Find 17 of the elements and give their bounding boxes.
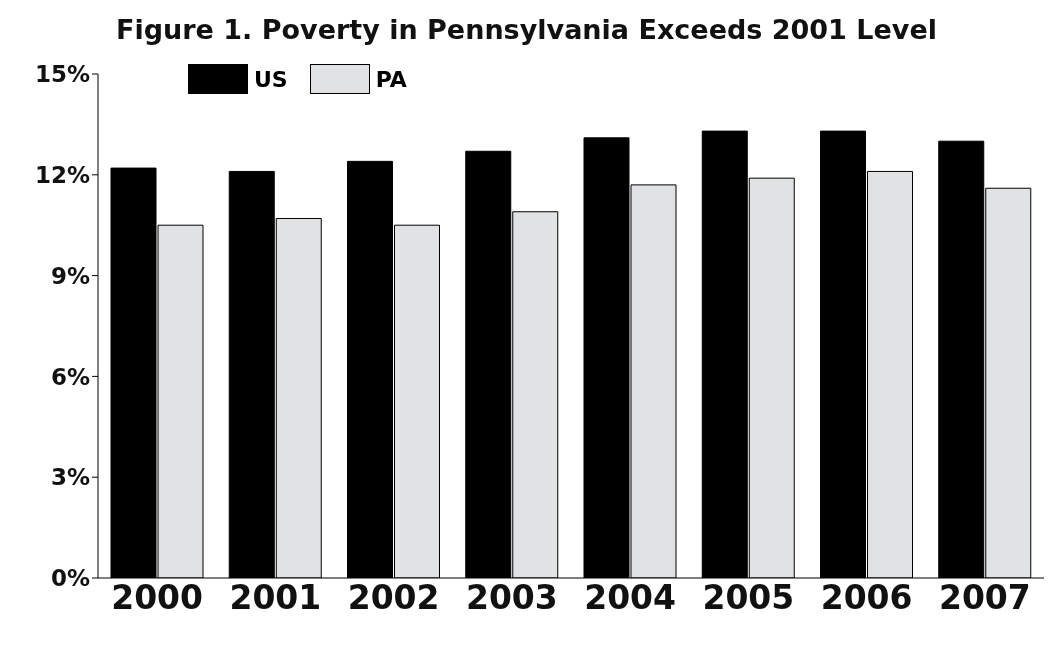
y-tick-label: 3% bbox=[50, 464, 90, 491]
y-tick-label: 12% bbox=[34, 161, 90, 188]
chart-title: Figure 1. Poverty in Pennsylvania Exceeds 2001 Level bbox=[115, 13, 938, 47]
legend-label: US bbox=[254, 66, 288, 92]
x-tick-label: 2007 bbox=[938, 578, 1031, 618]
x-tick-label: 2006 bbox=[820, 578, 913, 618]
x-tick-label: 2005 bbox=[702, 578, 795, 618]
y-tick-label: 6% bbox=[50, 363, 90, 390]
x-tick-label: 2004 bbox=[584, 578, 677, 618]
y-tick-label: 0% bbox=[50, 565, 90, 592]
y-tick-label: 15% bbox=[34, 61, 90, 88]
x-tick-label: 2000 bbox=[111, 578, 204, 618]
x-tick-label: 2002 bbox=[347, 578, 440, 618]
x-tick-label: 2003 bbox=[465, 578, 558, 618]
x-tick-label: 2001 bbox=[229, 578, 322, 618]
y-tick-label: 9% bbox=[50, 262, 90, 289]
legend-label: PA bbox=[375, 66, 407, 92]
